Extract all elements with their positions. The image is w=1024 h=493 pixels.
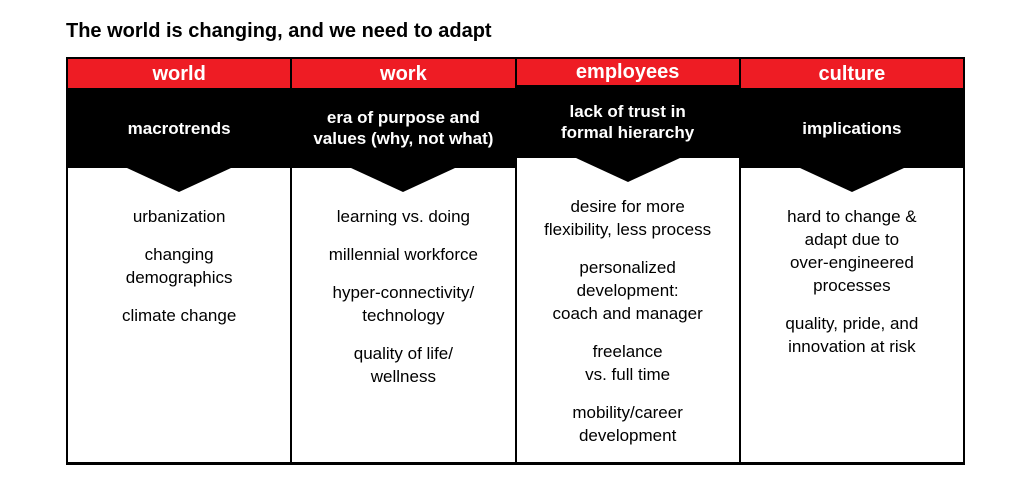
subheader-label: era of purpose and values (why, not what…	[313, 108, 494, 148]
column-header-world: world	[68, 59, 291, 88]
column-header-employees: employees	[516, 59, 739, 86]
column-body-world: urbanization changing demographics clima…	[68, 192, 290, 462]
down-arrow-icon	[799, 168, 904, 192]
list-item: millennial workforce	[328, 245, 479, 264]
adaptation-table: world macrotrends urbanization changing …	[66, 57, 965, 465]
list-item: urbanization	[132, 207, 226, 226]
subheader-label: macrotrends	[127, 118, 231, 138]
subheader-label: implications	[802, 118, 902, 138]
column-subheader-work: era of purpose and values (why, not what…	[292, 88, 515, 168]
list-item: personalized development: coach and mana…	[552, 258, 703, 323]
column-work: work era of purpose and values (why, not…	[290, 59, 515, 462]
column-body-employees: desire for more flexibility, less proces…	[517, 182, 739, 462]
subheader-label: lack of trust in formal hierarchy	[561, 101, 695, 142]
down-arrow-icon	[575, 158, 680, 182]
column-header-culture: culture	[740, 59, 963, 88]
list-item: hyper-connectivity/ technology	[332, 283, 475, 325]
down-arrow-icon	[351, 168, 456, 192]
column-body-culture: hard to change & adapt due to over-engin…	[741, 192, 963, 462]
column-header-work: work	[292, 59, 515, 88]
list-item: climate change	[121, 306, 237, 325]
column-body-work: learning vs. doing millennial workforce …	[292, 192, 514, 462]
column-subheader-culture: implications	[740, 88, 963, 168]
list-item: learning vs. doing	[336, 207, 470, 226]
column-subheader-employees: lack of trust in formal hierarchy	[516, 85, 739, 158]
list-item: hard to change & adapt due to over-engin…	[787, 207, 917, 295]
down-arrow-icon	[127, 168, 232, 192]
column-world: world macrotrends urbanization changing …	[68, 59, 291, 462]
list-item: mobility/career development	[572, 403, 683, 445]
list-item: quality of life/ wellness	[353, 344, 453, 386]
list-item: changing demographics	[125, 245, 233, 287]
list-item: desire for more flexibility, less proces…	[544, 197, 712, 239]
list-item: quality, pride, and innovation at risk	[785, 314, 919, 356]
column-subheader-world: macrotrends	[68, 88, 291, 168]
column-culture: culture implications hard to change & ad…	[738, 59, 963, 462]
list-item: freelance vs. full time	[585, 342, 671, 384]
column-employees: employees lack of trust in formal hierar…	[514, 59, 739, 462]
slide-title: The world is changing, and we need to ad…	[66, 20, 492, 42]
